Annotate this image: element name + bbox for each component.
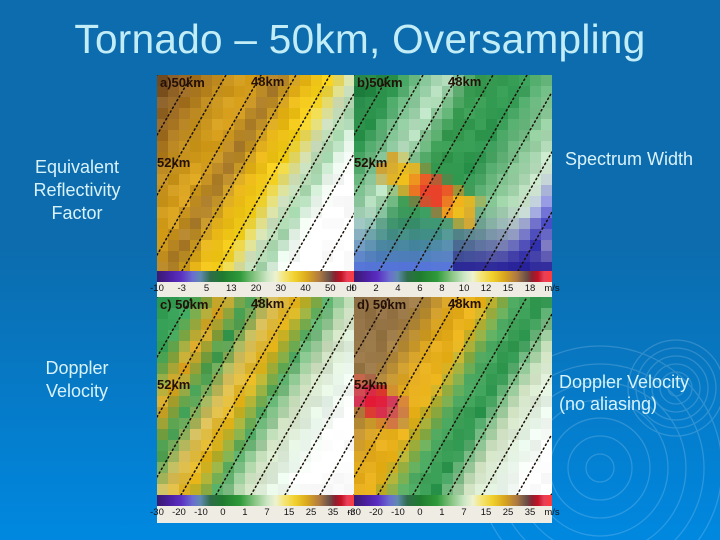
svg-text:48km: 48km: [251, 297, 284, 311]
svg-text:48km: 48km: [448, 297, 481, 311]
svg-text:52km: 52km: [157, 377, 190, 392]
svg-text:52km: 52km: [354, 155, 387, 170]
svg-text:52km: 52km: [157, 155, 190, 170]
svg-text:c) 50km: c) 50km: [160, 297, 208, 312]
svg-text:48km: 48km: [448, 75, 481, 89]
svg-text:a)50km: a)50km: [160, 75, 205, 90]
svg-text:52km: 52km: [354, 377, 387, 392]
svg-text:b)50km: b)50km: [357, 75, 403, 90]
svg-text:48km: 48km: [251, 75, 284, 89]
svg-text:d) 50km: d) 50km: [357, 297, 406, 312]
